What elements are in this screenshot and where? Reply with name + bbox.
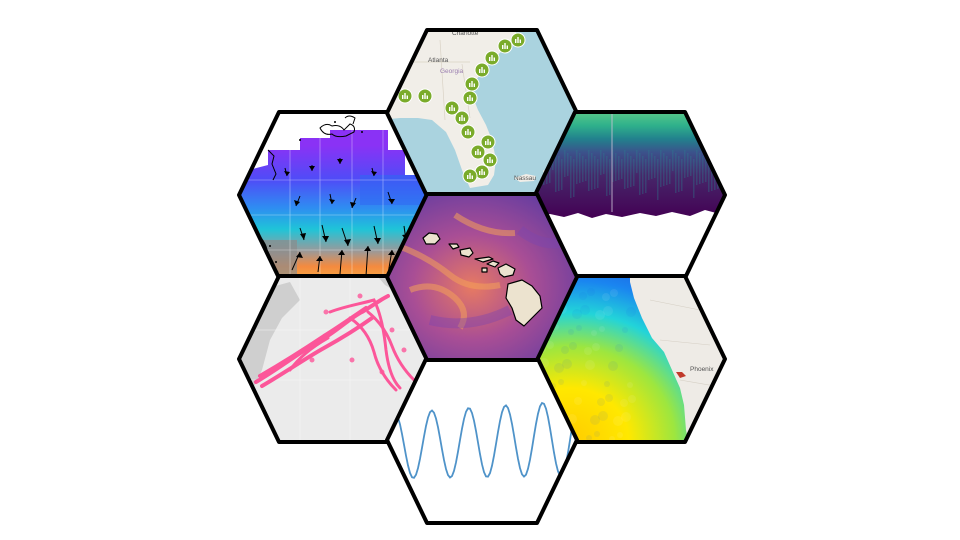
marker-pin-icon <box>497 38 513 54</box>
map-label-city-1: Charlotte <box>452 30 479 37</box>
marker-pin-icon <box>462 90 478 106</box>
marker-pin-icon <box>464 76 480 92</box>
track-line <box>348 316 398 392</box>
depth-profile-tile <box>533 110 727 280</box>
track-line <box>258 306 368 378</box>
marker-pin-icon <box>417 88 433 104</box>
track-line <box>288 336 330 372</box>
track-point <box>323 309 329 315</box>
marker-pin-icon <box>454 110 470 126</box>
marker-pin-icon <box>462 168 478 184</box>
map-label-city-2: Atlanta <box>428 57 449 64</box>
ocean-current-vector-tile <box>237 110 431 280</box>
track-point <box>349 357 355 363</box>
marker-pin-icon <box>482 152 498 168</box>
map-label-state: Georgia <box>440 68 464 75</box>
wave-line <box>387 399 577 479</box>
track-point <box>357 293 363 299</box>
station-marker-map-tile: Charlotte Atlanta Georgia Nassau <box>385 28 579 198</box>
track-line <box>260 316 374 388</box>
track-point <box>309 357 315 363</box>
station-markers <box>397 32 526 184</box>
track-point <box>379 369 385 375</box>
hawaii-map-tile <box>385 192 579 362</box>
marker-pin-icon <box>510 32 526 48</box>
marker-pin-icon <box>470 144 486 160</box>
marker-pin-icon <box>480 134 496 150</box>
map-label-city-3: Nassau <box>514 175 536 182</box>
marker-pin-icon <box>460 124 476 140</box>
track-line <box>366 310 416 382</box>
marker-pin-icon <box>444 100 460 116</box>
marker-pin-icon <box>397 88 413 104</box>
track-point <box>401 347 407 353</box>
track-line <box>328 298 402 390</box>
marker-pin-icon <box>474 62 490 78</box>
marker-pin-icon <box>484 50 500 66</box>
track-point <box>389 327 395 333</box>
map-label-city: Phoenix <box>690 366 714 373</box>
trajectory-tracks <box>254 293 416 392</box>
